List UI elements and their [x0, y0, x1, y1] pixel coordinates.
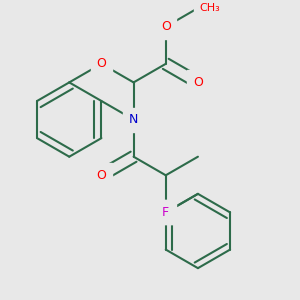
Text: CH₃: CH₃ [200, 3, 220, 13]
Text: F: F [162, 206, 169, 219]
Text: O: O [161, 206, 171, 219]
Text: N: N [129, 113, 138, 126]
Text: O: O [193, 76, 203, 89]
Text: O: O [97, 169, 106, 182]
Text: O: O [161, 20, 171, 33]
Text: O: O [97, 57, 106, 70]
